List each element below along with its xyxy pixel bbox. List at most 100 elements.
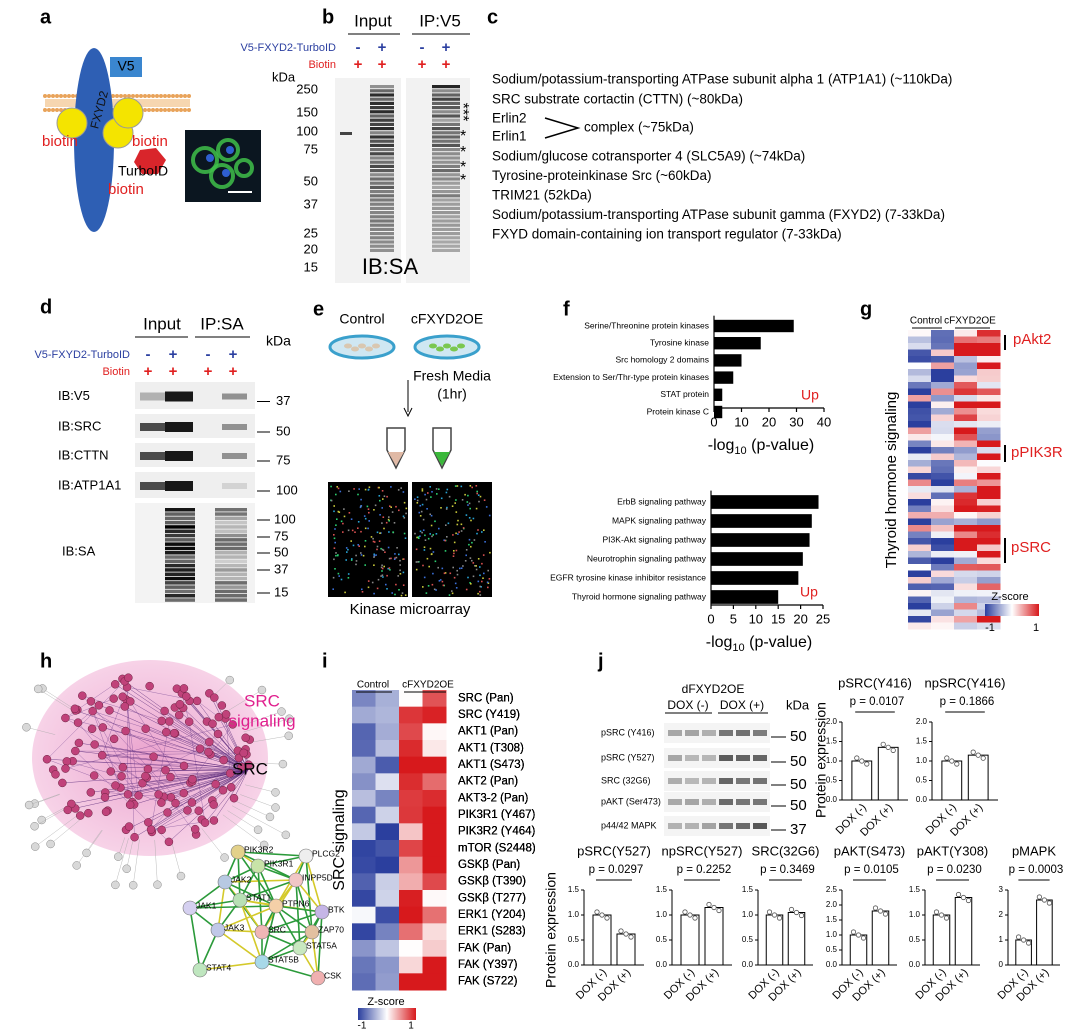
row-label: FAK (S722) — [458, 976, 518, 988]
row-label: AKT1 (S473) — [458, 759, 525, 771]
array-spot — [435, 533, 438, 535]
band — [432, 181, 460, 185]
band — [432, 139, 460, 143]
array-spot — [472, 575, 475, 578]
array-spot — [430, 524, 433, 527]
array-spot — [402, 584, 405, 586]
heatmap-cell — [399, 940, 423, 958]
array-spot — [337, 487, 340, 490]
edge — [204, 769, 249, 823]
array-spot — [462, 527, 465, 529]
heatmap-cell — [422, 790, 447, 808]
dot — [711, 904, 717, 911]
node — [124, 822, 134, 831]
array-spot — [373, 541, 376, 543]
heatmap-cell — [908, 447, 932, 454]
node-label: INPP5D — [302, 872, 333, 882]
row-label: AKT1 (Pan) — [458, 726, 518, 738]
band — [165, 525, 195, 529]
membrane — [155, 94, 159, 98]
array-spot — [462, 565, 464, 567]
array-spot — [455, 587, 458, 589]
array-spot — [398, 509, 400, 512]
edge — [247, 735, 289, 743]
membrane — [47, 94, 51, 98]
heatmap-cell — [977, 557, 1001, 565]
band — [736, 730, 750, 736]
label: biotin — [108, 181, 144, 198]
array-spot — [361, 588, 363, 591]
array-spot — [465, 588, 468, 591]
row-label: AKT1 (S473) — [458, 759, 525, 771]
array-spot — [367, 527, 369, 530]
node — [304, 924, 320, 940]
heatmap-cell — [375, 740, 400, 758]
array-spot — [333, 537, 336, 540]
array-spot — [336, 486, 338, 488]
row-label: PIK3R1 (Y467) — [458, 809, 536, 821]
heatmap-cell — [908, 499, 932, 506]
array-spot — [338, 511, 341, 513]
band — [370, 211, 394, 215]
node — [157, 798, 166, 807]
node — [277, 707, 286, 716]
node — [210, 922, 226, 938]
node — [118, 692, 127, 701]
tick-label: 0.0 — [909, 960, 921, 969]
tick-label: 2.0 — [826, 717, 838, 726]
p-value: p = 0.3469 — [760, 864, 815, 876]
label: DOX (+) — [720, 698, 764, 712]
array-spot — [476, 490, 478, 493]
band — [370, 118, 394, 122]
heatmap-cell — [931, 479, 955, 487]
bar — [714, 337, 761, 350]
row-label: AKT1 (Pan) — [458, 726, 518, 738]
label: TurboID — [118, 163, 168, 179]
dot — [716, 907, 722, 914]
band — [432, 101, 460, 105]
array-spot — [427, 537, 430, 540]
row-label: AKT3-2 (Pan) — [458, 792, 528, 804]
array-spot — [445, 524, 447, 526]
array-spot — [368, 486, 371, 488]
band — [370, 89, 394, 93]
array-spot — [443, 539, 445, 541]
array-spot — [390, 486, 392, 488]
edge — [46, 681, 125, 760]
dot — [960, 894, 967, 901]
edge — [237, 851, 297, 881]
array-spot — [446, 536, 448, 538]
array-spot — [333, 558, 335, 561]
array-spot — [456, 485, 459, 487]
dot — [890, 747, 896, 753]
row-label: SRC (Y419) — [458, 709, 520, 721]
membrane — [171, 108, 175, 112]
band — [215, 572, 247, 576]
heatmap-cell — [931, 505, 955, 513]
label: pSRC — [1011, 539, 1051, 556]
heatmap-cell — [422, 873, 447, 891]
array-spot — [387, 567, 389, 570]
band — [702, 730, 716, 736]
array-spot — [386, 588, 388, 590]
node-label: ZAP70 — [318, 924, 344, 934]
node — [239, 748, 248, 758]
edge — [217, 929, 263, 933]
array-spot — [481, 562, 483, 565]
label: Protein expression — [813, 702, 829, 818]
array-spot — [418, 511, 421, 514]
band — [215, 551, 247, 555]
heatmap-cell — [422, 756, 447, 774]
array-spot — [336, 554, 339, 557]
membrane — [159, 108, 163, 112]
arrow-head — [403, 407, 413, 418]
heatmap-cell — [908, 466, 932, 474]
marker-label: 37 — [304, 196, 318, 211]
edge — [191, 769, 249, 803]
dot — [944, 755, 950, 761]
node — [94, 701, 104, 710]
array-spot — [372, 540, 375, 543]
array-spot — [375, 554, 377, 556]
heatmap-cell — [954, 603, 978, 610]
node-label: STAT5B — [268, 954, 299, 964]
